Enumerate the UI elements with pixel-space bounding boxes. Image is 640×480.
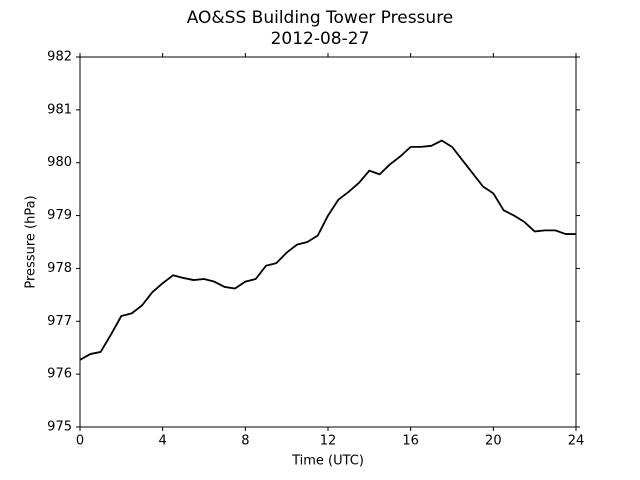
x-tick-label: 4 xyxy=(159,434,167,449)
pressure-line xyxy=(79,139,576,361)
y-tick-label: 977 xyxy=(47,314,72,329)
x-tick-label: 16 xyxy=(402,434,419,449)
x-tick-label: 8 xyxy=(241,434,249,449)
plot-frame xyxy=(79,56,577,428)
chart-title: AO&SS Building Tower Pressure xyxy=(187,8,454,28)
y-tick-label: 978 xyxy=(47,261,72,276)
y-tick-label: 981 xyxy=(47,102,72,117)
x-tick-label: 0 xyxy=(76,434,84,449)
y-tick-label: 979 xyxy=(47,208,72,223)
y-tick-label: 975 xyxy=(47,420,72,435)
x-axis-label: Time (UTC) xyxy=(291,454,364,469)
x-tick-label: 12 xyxy=(320,434,337,449)
chart-subtitle: 2012-08-27 xyxy=(271,29,370,49)
y-axis-label: Pressure (hPa) xyxy=(24,195,39,288)
y-tick-label: 982 xyxy=(47,50,72,65)
x-tick-label: 20 xyxy=(485,434,502,449)
y-tick-label: 980 xyxy=(47,155,72,170)
x-tick-label: 24 xyxy=(568,434,585,449)
y-tick-label: 976 xyxy=(47,367,72,382)
